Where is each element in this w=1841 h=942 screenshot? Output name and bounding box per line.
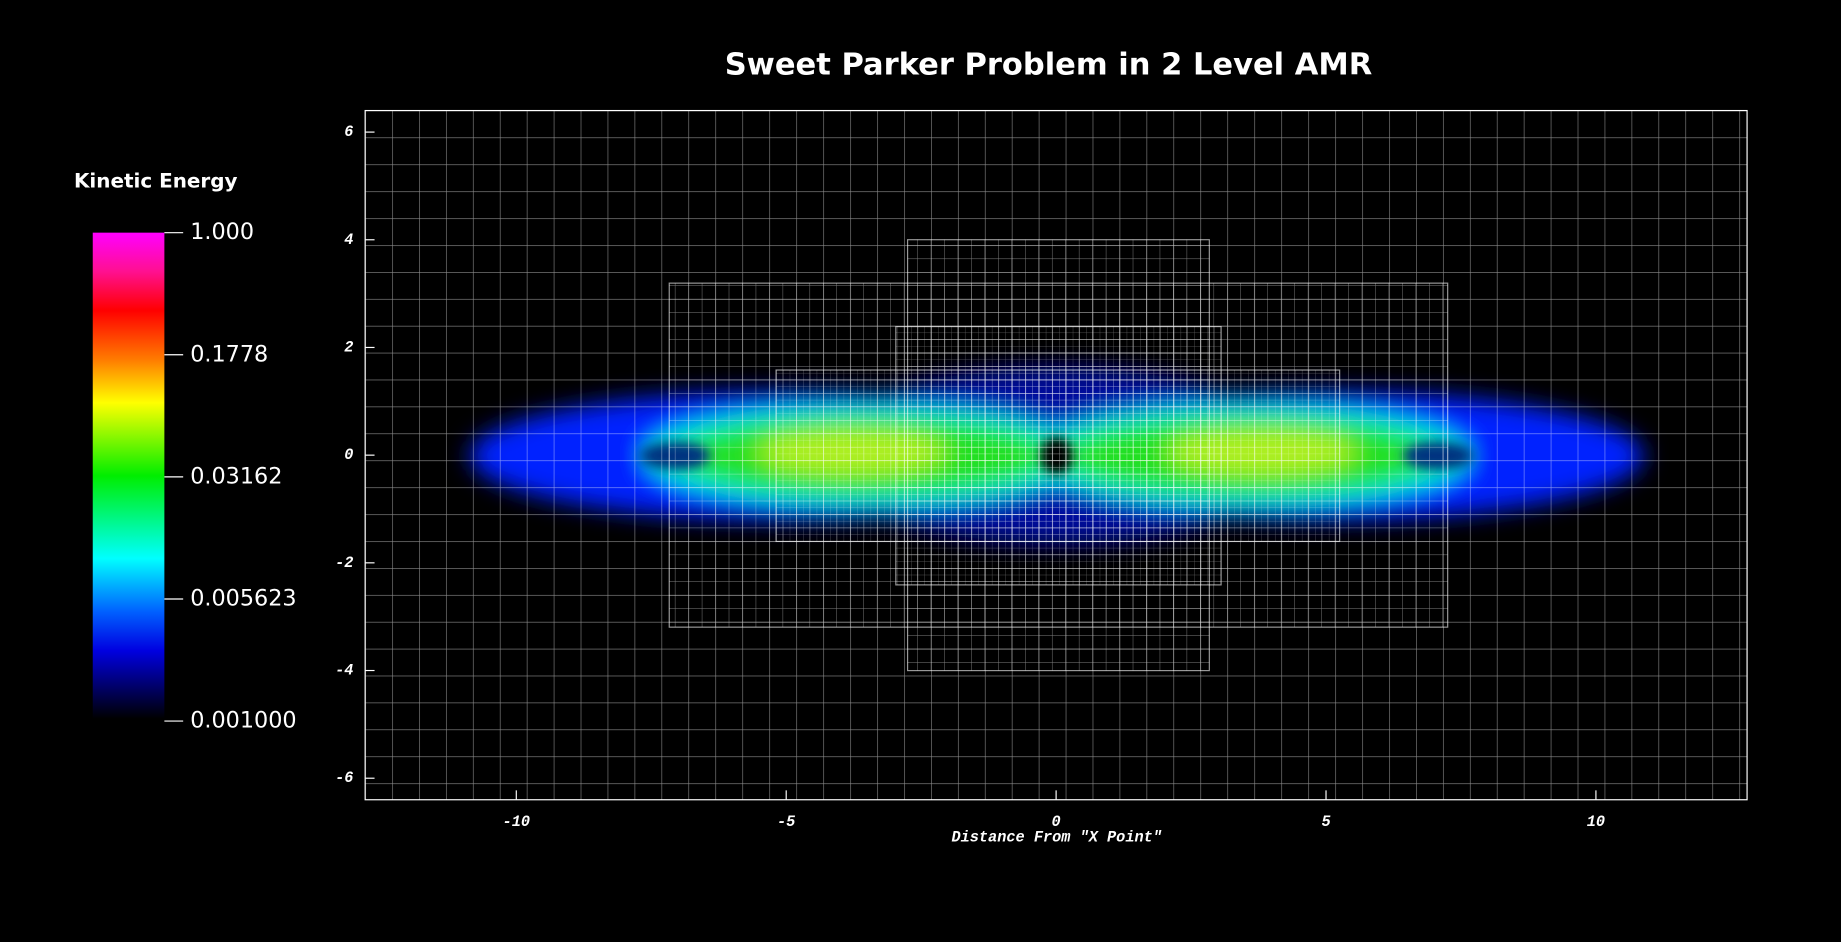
x-tick-label: 0 (1052, 813, 1061, 831)
colorbar-tick-label: 0.001000 (190, 708, 296, 734)
chart-title: Sweet Parker Problem in 2 Level AMR (725, 47, 1373, 82)
y-tick-label: 4 (344, 231, 353, 249)
colorbar-tick-label: 1.000 (190, 219, 254, 245)
y-tick-label: -4 (335, 662, 353, 680)
y-tick-label: 2 (344, 338, 353, 356)
colorbar-tick-label: 0.1778 (190, 341, 268, 367)
x-tick-label: 5 (1321, 813, 1330, 831)
amr-mesh (365, 110, 1748, 800)
x-tick-label: 10 (1587, 813, 1605, 831)
colorbar-tick-label: 0.005623 (190, 585, 296, 611)
colorbar-label: Kinetic Energy (74, 169, 238, 193)
x-tick-label: -10 (503, 813, 530, 831)
x-axis-label: Distance From "X Point" (951, 828, 1161, 846)
colorbar-tick-label: 0.03162 (190, 463, 282, 489)
colorbar (92, 232, 165, 719)
x-tick-label: -5 (777, 813, 795, 831)
y-tick-label: -6 (335, 769, 353, 787)
y-tick-label: 6 (344, 123, 353, 141)
y-tick-label: 0 (344, 446, 353, 464)
y-tick-label: -2 (335, 554, 353, 572)
